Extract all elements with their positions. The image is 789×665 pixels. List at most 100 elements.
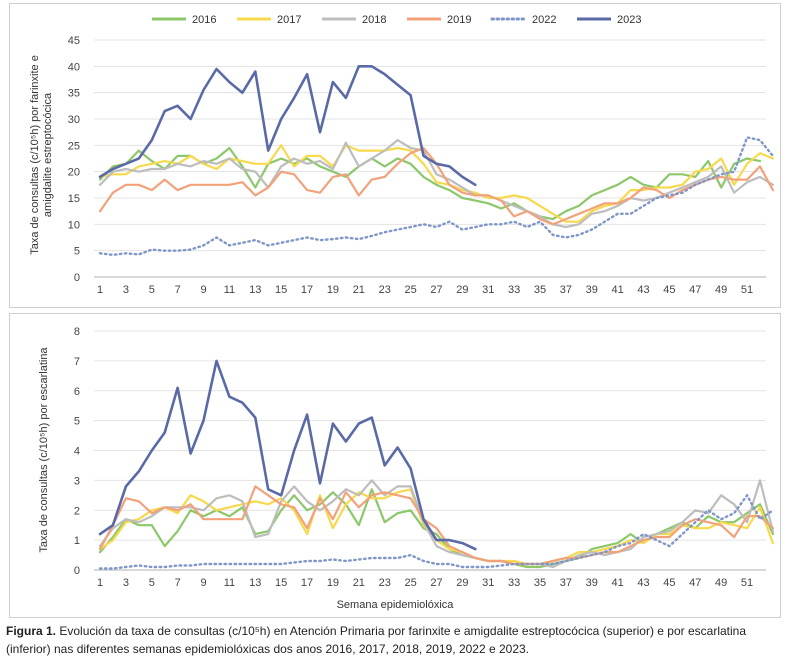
bottom-y-tick-label: 0 [74, 565, 80, 577]
bottom-x-tick-label: 49 [715, 577, 727, 589]
bottom-x-tick-label: 23 [379, 577, 391, 589]
bottom-x-tick-label: 9 [200, 577, 206, 589]
top-y-label-line1: Taxa de consultas (c/10⁵h) por farinxite… [29, 55, 41, 255]
legend-label-2023: 2023 [617, 14, 641, 26]
top-x-tick-label: 7 [175, 284, 181, 296]
bottom-y-ticks: 0 1 2 3 4 5 6 7 8 [74, 326, 80, 577]
legend-label-2022: 2022 [532, 14, 556, 26]
top-panel-frame [9, 3, 781, 308]
bottom-x-tick-label: 31 [482, 577, 494, 589]
top-x-tick-label: 21 [353, 284, 365, 296]
top-x-tick-label: 3 [123, 284, 129, 296]
bottom-series [98, 359, 775, 570]
top-y-tick-label: 25 [68, 140, 80, 152]
bottom-x-label: Semana epidemiolóxica [337, 599, 455, 611]
top-y-ticks: 0 5 10 15 20 25 30 35 40 45 [68, 35, 80, 284]
bottom-x-tick-label: 37 [560, 577, 572, 589]
top-series-2022 [98, 136, 775, 257]
caption-text: Evolución da taxa de consultas (c/10⁵h) … [6, 624, 747, 656]
bottom-x-tick-label: 25 [404, 577, 416, 589]
legend-label-2018: 2018 [362, 14, 386, 26]
top-x-tick-label: 39 [586, 284, 598, 296]
bottom-x-tick-label: 35 [534, 577, 546, 589]
bottom-x-tick-label: 51 [741, 577, 753, 589]
bottom-x-tick-label: 41 [612, 577, 624, 589]
bottom-series-2019 [98, 485, 775, 566]
top-x-tick-label: 41 [612, 284, 624, 296]
bottom-y-tick-label: 1 [74, 535, 80, 547]
top-x-tick-label: 27 [430, 284, 442, 296]
bottom-y-tick-label: 8 [74, 326, 80, 338]
top-y-tick-label: 40 [68, 61, 80, 73]
bottom-x-tick-label: 7 [175, 577, 181, 589]
top-series-2023 [98, 65, 477, 187]
top-y-label-line2: amigdalite estreptocócica [42, 92, 54, 217]
top-x-tick-label: 23 [379, 284, 391, 296]
bottom-x-tick-label: 1 [97, 577, 103, 589]
top-x-tick-label: 33 [508, 284, 520, 296]
bottom-series-2022 [98, 494, 775, 570]
top-y-tick-label: 15 [68, 193, 80, 205]
bottom-series-2023 [98, 359, 477, 551]
top-x-tick-label: 31 [482, 284, 494, 296]
bottom-y-tick-label: 5 [74, 416, 80, 428]
bottom-x-tick-label: 33 [508, 577, 520, 589]
bottom-series-2018 [98, 479, 775, 569]
bottom-y-tick-label: 7 [74, 356, 80, 368]
bottom-y-label: Taxa de consultas (c/10⁵h) por escarlati… [38, 347, 50, 553]
bottom-x-tick-label: 21 [353, 577, 365, 589]
top-x-tick-label: 11 [224, 284, 235, 296]
bottom-x-tick-label: 17 [301, 577, 313, 589]
top-x-tick-label: 37 [560, 284, 572, 296]
bottom-x-tick-label: 11 [224, 577, 235, 589]
bottom-x-tick-label: 29 [456, 577, 468, 589]
top-y-tick-label: 30 [68, 114, 80, 126]
top-x-ticks: 1 3 5 7 9 11 13 15 17 19 21 23 25 27 29 31 33 35 37 39 41 43 4… [97, 284, 753, 296]
bottom-panel-frame [9, 313, 781, 618]
top-y-tick-label: 5 [74, 246, 80, 258]
top-y-tick-label: 20 [68, 167, 80, 179]
top-x-tick-label: 45 [663, 284, 675, 296]
top-series [98, 65, 775, 257]
top-x-tick-label: 29 [456, 284, 468, 296]
bottom-x-tick-label: 15 [275, 577, 287, 589]
legend-label-2017: 2017 [277, 14, 301, 26]
bottom-x-tick-label: 19 [327, 577, 339, 589]
bottom-x-tick-label: 39 [586, 577, 598, 589]
figure: 2016 2017 2018 2019 2022 2023 051015202530354… [9, 3, 781, 618]
top-y-tick-label: 0 [74, 272, 80, 284]
top-x-tick-label: 1 [97, 284, 103, 296]
top-x-tick-label: 51 [741, 284, 753, 296]
legend: 2016 2017 2018 2019 2022 2023 [152, 14, 641, 26]
top-x-tick-label: 25 [404, 284, 416, 296]
caption-label: Figura 1. [6, 624, 57, 638]
top-x-tick-label: 43 [637, 284, 649, 296]
bottom-y-tick-label: 4 [74, 446, 80, 458]
bottom-y-tick-label: 6 [74, 386, 80, 398]
legend-label-2019: 2019 [447, 14, 471, 26]
bottom-grid [94, 330, 766, 571]
figure-caption: Figura 1. Evolución da taxa de consultas… [6, 622, 782, 658]
top-series-2016 [98, 146, 762, 221]
bottom-y-tick-label: 2 [74, 505, 80, 517]
top-x-tick-label: 19 [327, 284, 339, 296]
bottom-x-ticks: 1 3 5 7 9 11 13 15 17 19 21 23 25 27 29 31 33 35 37 39 41 43 4… [97, 577, 753, 589]
top-y-tick-label: 35 [68, 88, 80, 100]
top-x-tick-label: 47 [689, 284, 701, 296]
bottom-x-tick-label: 5 [149, 577, 155, 589]
top-series-2017 [98, 144, 775, 223]
bottom-x-tick-label: 45 [663, 577, 675, 589]
bottom-x-tick-label: 27 [430, 577, 442, 589]
top-x-tick-label: 15 [275, 284, 287, 296]
bottom-x-tick-label: 13 [249, 577, 261, 589]
bottom-x-tick-label: 43 [637, 577, 649, 589]
top-x-tick-label: 9 [200, 284, 206, 296]
top-x-tick-label: 49 [715, 284, 727, 296]
top-x-tick-label: 17 [301, 284, 313, 296]
top-y-tick-label: 45 [68, 35, 80, 47]
bottom-y-tick-label: 3 [74, 475, 80, 487]
top-x-tick-label: 5 [149, 284, 155, 296]
legend-label-2016: 2016 [192, 14, 216, 26]
top-x-tick-label: 35 [534, 284, 546, 296]
